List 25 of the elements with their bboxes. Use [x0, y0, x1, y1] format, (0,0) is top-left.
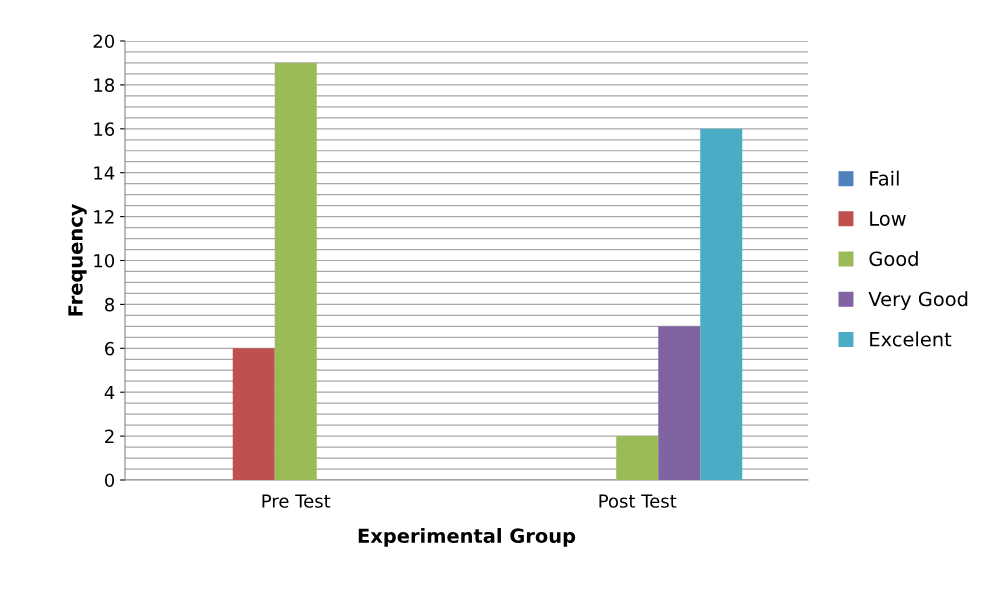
bar [274, 62, 317, 480]
x-tick-label: Pre Test [262, 494, 331, 508]
y-tick-label: 10 [94, 253, 115, 268]
legend-label: Good [869, 251, 918, 267]
x-tick-label: Post Test [599, 494, 677, 508]
bar [700, 128, 743, 480]
y-tick-label: 4 [104, 385, 115, 400]
y-tick-label: 20 [93, 34, 115, 49]
y-tick-label: 12 [94, 210, 114, 224]
legend-label: Very Good [868, 291, 968, 311]
bar [658, 326, 701, 480]
y-axis-title: Frequency [68, 203, 87, 316]
bar [616, 436, 659, 480]
x-axis-title: Experimental Group [358, 528, 576, 547]
legend-label: Fail [870, 170, 899, 186]
legend-label: Excelent [870, 331, 952, 347]
y-tick-label: 16 [94, 122, 115, 136]
y-tick-label: 18 [94, 78, 115, 93]
legend-label: Low [870, 211, 906, 226]
y-tick-label: 0 [104, 473, 115, 488]
y-tick-label: 2 [105, 429, 114, 443]
y-tick-label: 6 [105, 341, 115, 356]
y-tick-label: 14 [94, 166, 115, 180]
bar [232, 348, 275, 480]
y-tick-label: 8 [105, 297, 115, 312]
